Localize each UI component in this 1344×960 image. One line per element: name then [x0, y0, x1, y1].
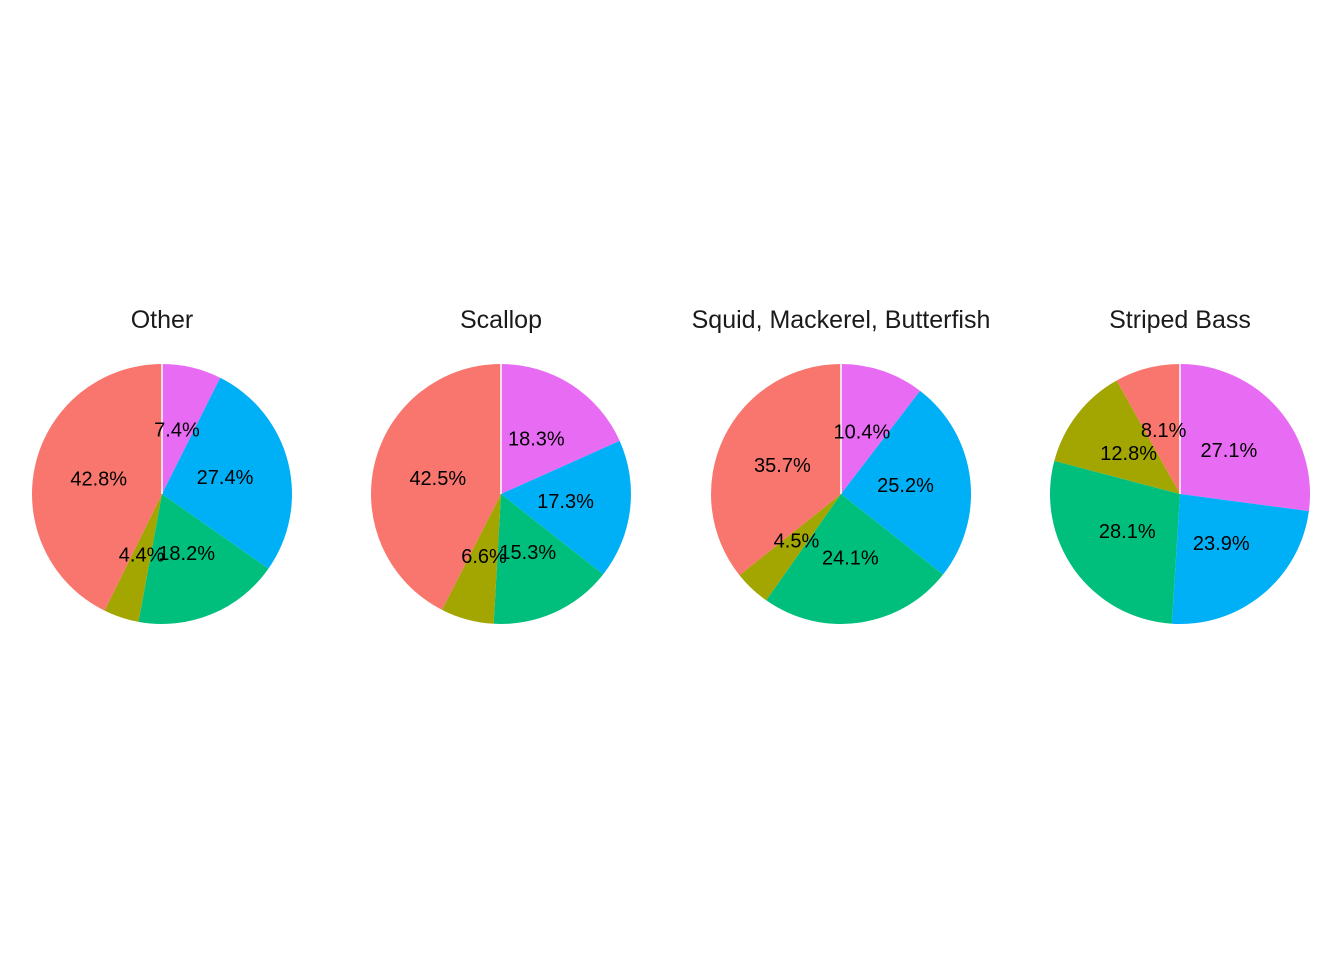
slice-label: 17.3%: [537, 491, 594, 513]
pie-slice: [710, 364, 841, 576]
slice-label: 42.5%: [409, 468, 466, 490]
pie-slice: [1116, 364, 1180, 494]
facet-title-squid-mackerel-butterfish: Squid, Mackerel, Butterfish: [692, 306, 991, 334]
slice-label: 24.1%: [822, 547, 879, 569]
slice-label: 4.5%: [774, 530, 820, 552]
pie-slice: [841, 364, 921, 494]
slice-label: 42.8%: [70, 468, 127, 490]
slice-label: 27.4%: [197, 467, 254, 489]
pie-striped-bass: 27.1% 23.9% 28.1% 12.8%8.1%: [1050, 364, 1310, 624]
slice-label: 28.1%: [1099, 521, 1156, 543]
pie-slice: [1050, 460, 1180, 624]
slice-label: 10.4%: [834, 421, 891, 443]
facet-title-scallop: Scallop: [460, 306, 542, 334]
facet-scallop: Scallop 18.3% 17.3% 15.3%6.6% 42.5%: [371, 306, 631, 624]
slice-label: 27.1%: [1201, 440, 1258, 462]
slice-label: 6.6%: [461, 546, 507, 568]
pie-slice: [1180, 364, 1310, 512]
slice-label: 15.3%: [499, 542, 556, 564]
pie-other: 7.4% 27.4% 18.2%4.4% 42.8%: [31, 364, 292, 625]
pie-squid-mackerel-butterfish: 10.4% 25.2% 24.1%4.5% 35.7%: [710, 364, 972, 625]
pie-slice: [501, 364, 620, 494]
slice-label: 12.8%: [1100, 443, 1157, 465]
slice-label: 18.2%: [158, 543, 215, 565]
pie-slice: [1054, 380, 1180, 494]
slice-label: 35.7%: [754, 455, 811, 477]
facet-squid-mackerel-butterfish: Squid, Mackerel, Butterfish 10.4% 25.2% 24…: [692, 306, 991, 625]
pie-slice: [138, 494, 269, 625]
pie-slice: [371, 364, 501, 610]
slice-label: 18.3%: [508, 428, 565, 450]
slice-label: 7.4%: [154, 420, 200, 442]
slice-label: 8.1%: [1141, 420, 1187, 442]
facet-title-striped-bass: Striped Bass: [1109, 306, 1251, 334]
pie-slice: [441, 494, 501, 624]
pie-slice: [739, 494, 841, 601]
pie-slice: [766, 494, 944, 625]
pie-slice: [104, 494, 162, 622]
slice-label: 4.4%: [119, 545, 165, 567]
facet-striped-bass: Striped Bass 27.1% 23.9% 28.1% 12.8%8.1%: [1050, 306, 1310, 624]
slice-label: 25.2%: [877, 475, 934, 497]
pie-slice: [493, 494, 604, 624]
pie-slice: [162, 377, 292, 569]
pie-slice: [841, 390, 972, 575]
pie-slice: [501, 440, 631, 575]
pie-slice: [162, 364, 221, 494]
facet-title-other: Other: [131, 306, 194, 334]
pie-slice: [1171, 494, 1309, 624]
facet-other: Other 7.4% 27.4% 18.2%4.4% 42.8%: [31, 306, 292, 625]
slice-label: 23.9%: [1193, 533, 1250, 555]
pie-scallop: 18.3% 17.3% 15.3%6.6% 42.5%: [371, 364, 631, 624]
pie-slice: [31, 364, 163, 611]
